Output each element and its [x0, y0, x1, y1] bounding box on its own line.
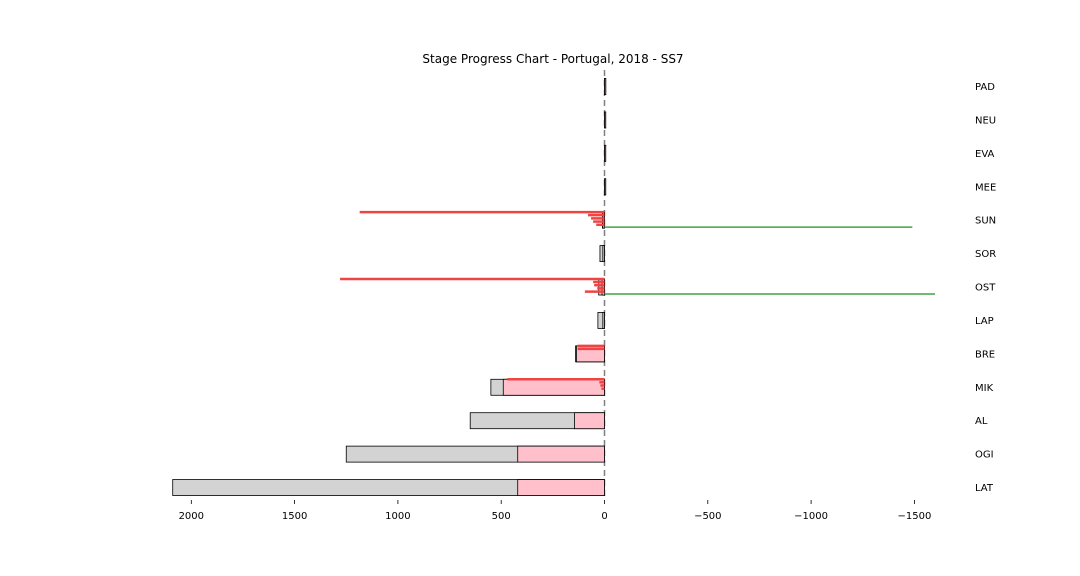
- x-axis: 2000 1500 1000 500 0 −500 −1000 −1500: [179, 500, 931, 522]
- category-label-lat: LAT: [975, 483, 994, 494]
- x-tick-label-2: 1000: [385, 511, 410, 522]
- stage-bar-eva: [604, 144, 607, 162]
- stage-bar-mik: [502, 378, 605, 396]
- x-tick-label-5: −500: [694, 511, 721, 522]
- category-label-mik: MIK: [975, 383, 994, 394]
- category-label-bre: BRE: [975, 349, 995, 360]
- category-label-eva: EVA: [975, 149, 995, 160]
- stage-bar-pad: [604, 78, 607, 95]
- category-label-neu: NEU: [975, 115, 996, 126]
- stage-bar-al: [574, 412, 605, 430]
- x-tick-label-7: −1500: [897, 511, 931, 522]
- category-label-ogi: OGI: [975, 450, 994, 461]
- x-tick-label-4: 0: [601, 511, 607, 522]
- stage-bar-sor: [602, 245, 605, 263]
- category-labels: PAD NEU EVA MEE SUN SOR OST LAP BRE MIK AL OGI LAT: [975, 82, 996, 494]
- stage-bar-ogi: [517, 445, 605, 463]
- stage-bar-mee: [604, 178, 607, 196]
- lines-layer: [340, 210, 936, 390]
- category-label-ost: OST: [975, 283, 996, 294]
- chart-title: Stage Progress Chart - Portugal, 2018 - …: [422, 52, 683, 66]
- x-tick-label-6: −1000: [794, 511, 828, 522]
- category-label-pad: PAD: [975, 82, 995, 93]
- category-label-sun: SUN: [975, 216, 996, 227]
- category-label-al: AL: [975, 416, 988, 427]
- stage-bar-lap: [602, 312, 605, 329]
- category-label-mee: MEE: [975, 182, 996, 193]
- x-tick-label-0: 2000: [179, 511, 204, 522]
- stage-bar-lat: [517, 479, 605, 496]
- category-label-lap: LAP: [975, 316, 994, 327]
- bars-layer: [172, 70, 607, 500]
- x-tick-label-3: 500: [492, 511, 511, 522]
- x-tick-label-1: 1500: [282, 511, 307, 522]
- stage-bar-neu: [604, 111, 607, 129]
- category-label-sor: SOR: [975, 249, 996, 260]
